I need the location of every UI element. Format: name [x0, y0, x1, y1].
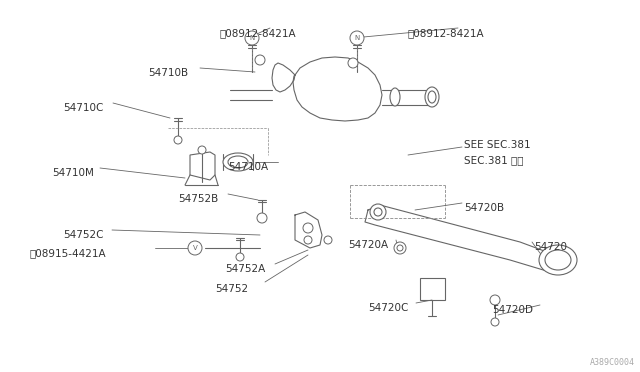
Circle shape [370, 204, 386, 220]
Text: 54710C: 54710C [63, 103, 104, 113]
Text: 54720C: 54720C [368, 303, 408, 313]
Text: A389C0004: A389C0004 [590, 358, 635, 367]
Circle shape [394, 242, 406, 254]
Circle shape [174, 136, 182, 144]
Circle shape [245, 31, 259, 45]
Text: 54752B: 54752B [178, 194, 218, 204]
Text: Ⓣ08912-8421A: Ⓣ08912-8421A [408, 28, 484, 38]
Ellipse shape [428, 91, 436, 103]
Circle shape [236, 253, 244, 261]
Text: 54710A: 54710A [228, 162, 268, 172]
Polygon shape [190, 152, 215, 180]
Circle shape [304, 236, 312, 244]
Text: 54752: 54752 [215, 284, 248, 294]
Text: 54720A: 54720A [348, 240, 388, 250]
Ellipse shape [390, 88, 400, 106]
Text: 54752C: 54752C [63, 230, 104, 240]
Text: 54720B: 54720B [464, 203, 504, 213]
Ellipse shape [228, 156, 248, 168]
Circle shape [374, 208, 382, 216]
Text: N: N [355, 35, 360, 41]
Ellipse shape [223, 153, 253, 171]
Circle shape [350, 31, 364, 45]
Circle shape [348, 58, 358, 68]
Text: 54710M: 54710M [52, 168, 94, 178]
Text: N: N [250, 35, 255, 41]
Circle shape [198, 146, 206, 154]
Circle shape [491, 318, 499, 326]
Ellipse shape [425, 87, 439, 107]
Circle shape [324, 236, 332, 244]
Text: 54752A: 54752A [225, 264, 265, 274]
Text: SEE SEC.381: SEE SEC.381 [464, 140, 531, 150]
Text: Ⓥ08915-4421A: Ⓥ08915-4421A [30, 248, 107, 258]
Text: SEC.381 参照: SEC.381 参照 [464, 155, 524, 165]
Circle shape [490, 295, 500, 305]
Circle shape [255, 55, 265, 65]
Polygon shape [420, 278, 445, 300]
Text: Ⓣ08912-8421A: Ⓣ08912-8421A [220, 28, 296, 38]
Circle shape [303, 223, 313, 233]
Ellipse shape [539, 245, 577, 275]
Text: 54720D: 54720D [492, 305, 533, 315]
Circle shape [257, 213, 267, 223]
Ellipse shape [545, 250, 571, 270]
Text: 54710B: 54710B [148, 68, 188, 78]
Text: 54720: 54720 [534, 242, 567, 252]
Circle shape [188, 241, 202, 255]
Circle shape [397, 245, 403, 251]
Text: V: V [193, 245, 197, 251]
